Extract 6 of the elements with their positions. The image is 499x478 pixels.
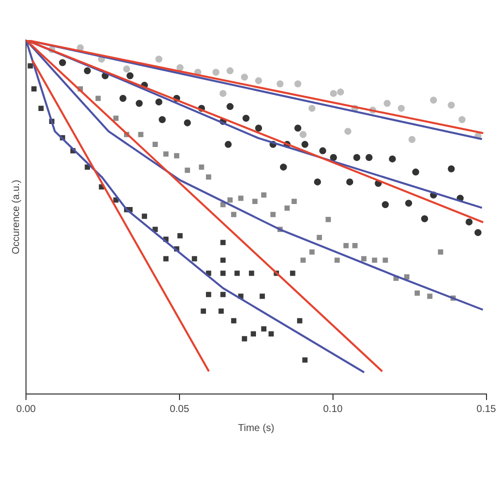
y-axis-title: Occurence (a.u.)	[10, 180, 22, 254]
x-axis-title: Time (s)	[238, 422, 274, 434]
x-tick-label: 0.10	[323, 404, 344, 415]
x-tick-label: 0.15	[476, 404, 496, 415]
x-tick-label: 0.00	[16, 404, 36, 415]
x-tick-label: 0.05	[170, 404, 190, 415]
